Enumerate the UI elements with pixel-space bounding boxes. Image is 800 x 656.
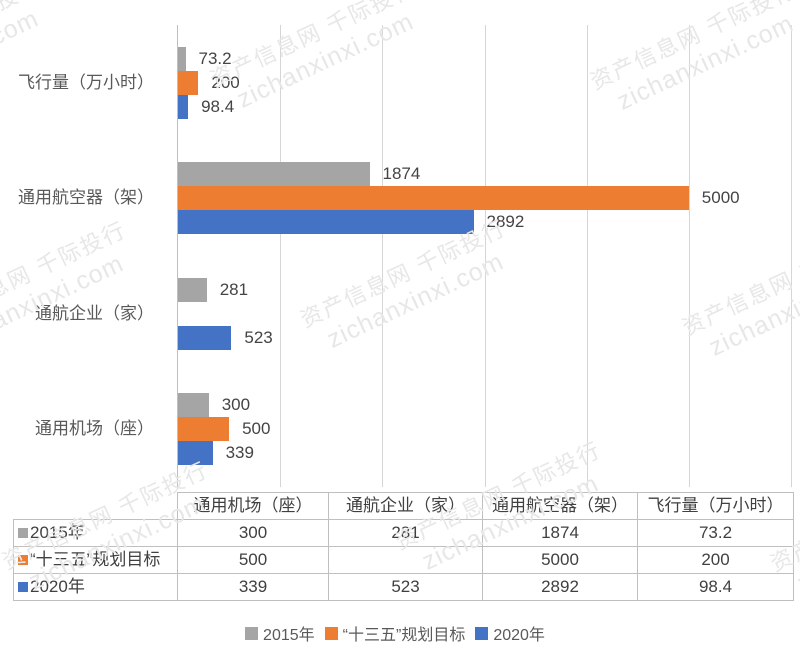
legend-key-icon xyxy=(18,528,28,538)
watermark-url: zichanxinxi.com xyxy=(0,248,128,356)
legend-item: 2015年 xyxy=(245,621,315,645)
table-row-label: 2020年 xyxy=(13,573,178,601)
bar-“十三五”规划目标 xyxy=(178,70,199,95)
gridline xyxy=(280,25,282,487)
bar-“十三五”规划目标 xyxy=(178,417,230,442)
table-cell: 281 xyxy=(328,519,483,547)
legend-label: 2015年 xyxy=(263,627,315,644)
data-label: 98.4 xyxy=(201,96,235,116)
table-cell: 500 xyxy=(177,546,329,574)
table-corner-cell xyxy=(14,493,178,520)
category-label: 飞行量（万小时） xyxy=(18,72,154,92)
table-header-cell: 通航企业（家） xyxy=(328,492,483,520)
category-label: 通航企业（家） xyxy=(35,303,154,323)
table-cell: 339 xyxy=(177,573,329,601)
data-label: 339 xyxy=(225,443,254,463)
gridline xyxy=(791,25,792,487)
table-row-label-text: “十三五”规划目标 xyxy=(30,550,161,569)
bar-2020年 xyxy=(178,325,232,350)
bar-2020年 xyxy=(178,210,474,235)
data-label: 2892 xyxy=(486,212,525,232)
bar-2015年 xyxy=(178,46,186,71)
data-label: 281 xyxy=(219,279,249,299)
legend-label: “十三五”规划目标 xyxy=(342,627,466,644)
table-cell: 2892 xyxy=(482,573,638,601)
data-label: 73.2 xyxy=(198,48,232,68)
table-cell: 98.4 xyxy=(637,573,794,601)
table-row-label: “十三五”规划目标 xyxy=(13,546,178,574)
table-cell: 300 xyxy=(177,519,329,547)
table-cell: 5000 xyxy=(482,546,638,574)
table-row: 2020年 339 523 2892 98.4 xyxy=(13,573,794,601)
bar-2020年 xyxy=(178,441,213,466)
legend-swatch-icon xyxy=(475,626,489,640)
gridline xyxy=(484,25,486,487)
table-row-label: 2015年 xyxy=(13,519,178,547)
table-cell: 523 xyxy=(328,573,483,601)
legend-key-icon xyxy=(18,582,28,592)
legend-item: “十三五”规划目标 xyxy=(324,621,466,645)
bar-2015年 xyxy=(178,277,207,302)
plot-area: 73.2 200 98.4 1874 5000 2892 281 523 300 500 339 xyxy=(177,25,792,487)
data-label: 500 xyxy=(242,419,271,439)
chart-legend: 2015年 “十三五”规划目标 2020年 xyxy=(0,621,790,645)
table-cell: 200 xyxy=(637,546,794,574)
gridline xyxy=(382,25,384,487)
bar-2020年 xyxy=(178,94,189,119)
bar-2015年 xyxy=(178,162,370,187)
data-label: 300 xyxy=(221,395,251,415)
table-header-cell: 飞行量（万小时） xyxy=(637,492,794,520)
legend-key-icon xyxy=(18,555,28,565)
table-row-label-text: 2020年 xyxy=(30,577,85,596)
legend-item: 2020年 xyxy=(475,621,545,645)
table-header-row: 通用机场（座） 通航企业（家） 通用航空器（架） 飞行量（万小时） xyxy=(14,492,794,520)
bar-“十三五”规划目标 xyxy=(178,186,689,211)
gridline xyxy=(586,25,588,487)
data-label: 5000 xyxy=(701,188,740,208)
category-label: 通用航空器（架） xyxy=(18,188,154,208)
data-table: 通用机场（座） 通航企业（家） 通用航空器（架） 飞行量（万小时） 2015年 300 2… xyxy=(13,492,794,601)
table-cell: 1874 xyxy=(482,519,638,547)
category-label: 通用机场（座） xyxy=(35,419,154,439)
data-label: 1874 xyxy=(382,164,421,184)
table-row: “十三五”规划目标 500 5000 200 xyxy=(13,546,794,574)
table-row-label-text: 2015年 xyxy=(30,523,85,542)
data-label: 200 xyxy=(211,72,240,92)
legend-label: 2020年 xyxy=(493,627,545,644)
table-row: 2015年 300 281 1874 73.2 xyxy=(13,519,794,547)
gridline xyxy=(688,25,690,487)
legend-swatch-icon xyxy=(245,626,259,640)
table-cell: 73.2 xyxy=(637,519,794,547)
legend-swatch-icon xyxy=(324,626,338,640)
bar-2015年 xyxy=(178,393,209,418)
table-cell xyxy=(328,546,483,574)
table-header-cell: 通用航空器（架） xyxy=(482,492,638,520)
data-label: 523 xyxy=(244,327,273,347)
table-header-cell: 通用机场（座） xyxy=(177,492,329,520)
